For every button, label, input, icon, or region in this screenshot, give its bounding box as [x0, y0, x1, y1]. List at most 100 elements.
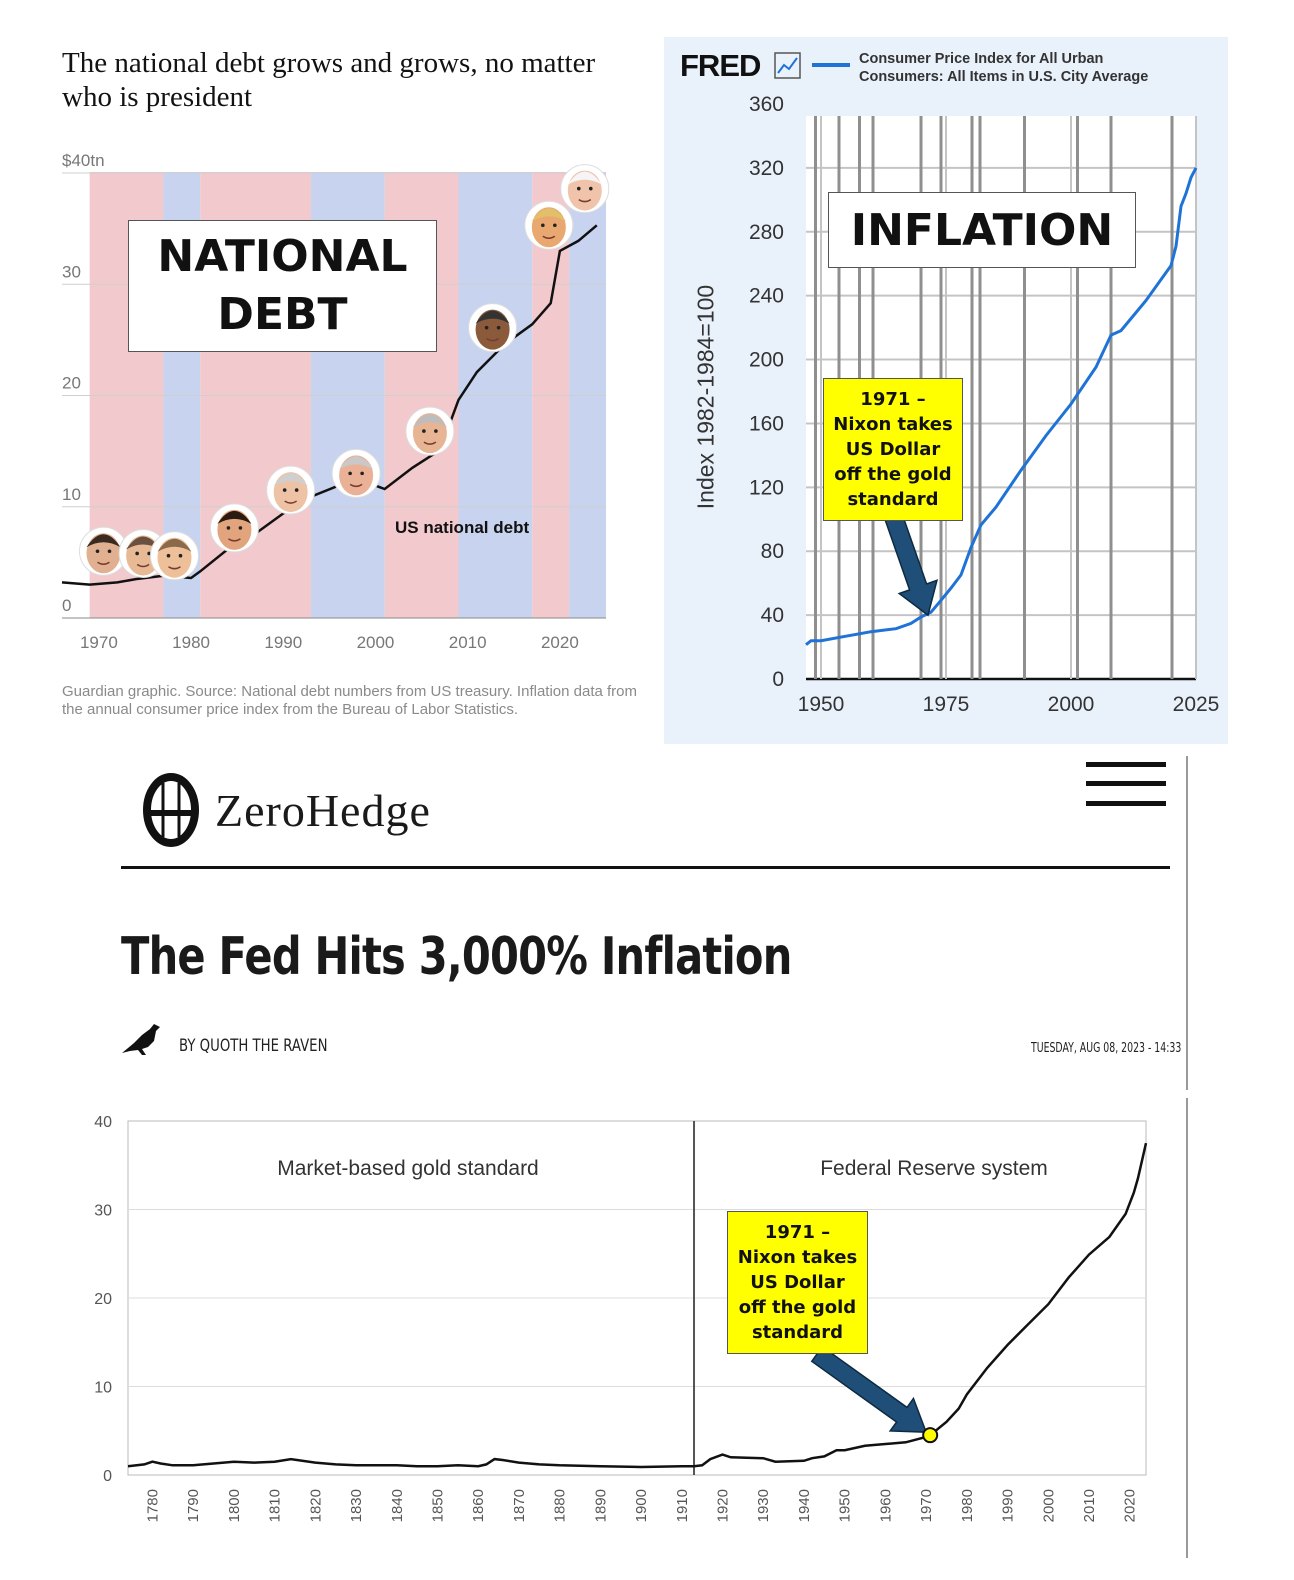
- fred-x-tick: 2025: [1173, 693, 1220, 716]
- twitter-icon: t: [1024, 875, 1032, 895]
- gold-y-tick: 30: [94, 1203, 112, 1220]
- brand-text: ZeroHedge: [215, 785, 431, 836]
- portrait-mouth: [578, 198, 592, 203]
- debt-y-tick: 0: [62, 596, 71, 615]
- debt-y-tick: 30: [62, 262, 81, 281]
- article-headline: The Fed Hits 3,000% Inflation: [121, 927, 792, 987]
- national-debt-callout: NATIONAL DEBT: [128, 220, 437, 352]
- gold-x-tick: 1830: [348, 1489, 365, 1522]
- portrait-mouth: [349, 483, 363, 488]
- share-facebook-button[interactable]: f: [980, 869, 1012, 901]
- gold-x-tick: 1900: [633, 1489, 650, 1522]
- gold-x-tick: 2020: [1122, 1489, 1139, 1522]
- share-twitter-button[interactable]: t: [1012, 869, 1044, 901]
- portrait-mouth: [486, 337, 500, 342]
- zerohedge-brand[interactable]: ZeroHedge: [215, 784, 431, 837]
- portrait-mouth: [97, 561, 110, 565]
- menu-icon[interactable]: [1086, 762, 1166, 767]
- portrait-mouth: [136, 563, 150, 568]
- portrait-eye: [166, 553, 171, 558]
- portrait-eye: [576, 186, 581, 191]
- zerohedge-logo-icon[interactable]: [141, 771, 203, 849]
- portrait-eye: [178, 553, 183, 558]
- fred-legend: Consumer Price Index for All Urban Consu…: [859, 51, 1149, 85]
- president-portrait-bush-jr: [405, 406, 455, 456]
- share-gab-button[interactable]: g: [1044, 869, 1076, 901]
- fred-y-tick: 120: [749, 476, 784, 499]
- inflation-callout-text: INFLATION: [850, 204, 1114, 256]
- gold-x-tick: 1850: [429, 1489, 446, 1522]
- fred-logo[interactable]: FRED: [680, 48, 761, 84]
- gold-x-tick: 1930: [755, 1489, 772, 1522]
- gold-y-tick: 10: [94, 1380, 112, 1397]
- raven-icon: [122, 1024, 160, 1055]
- annotation-line: standard: [751, 1322, 844, 1343]
- linkedin-icon: in: [1083, 875, 1101, 895]
- portrait-eye: [294, 488, 299, 492]
- portrait-hair: [86, 534, 121, 548]
- gold-x-tick: 1800: [226, 1489, 243, 1522]
- debt-x-tick: 1990: [264, 633, 302, 652]
- gold-nixon-annotation: 1971 – Nixon takes US Dollar off the gol…: [727, 1211, 868, 1354]
- gold-x-tick: 1960: [877, 1489, 894, 1522]
- gold-y-tick: 0: [103, 1468, 112, 1485]
- president-portrait-biden: [560, 164, 610, 214]
- print-button[interactable]: ⎙: [1140, 869, 1172, 901]
- annotation-line: US Dollar: [845, 439, 941, 460]
- gold-x-tick: 1810: [267, 1489, 284, 1522]
- menu-icon-bar: [1086, 781, 1166, 786]
- annotation-line: Nixon takes: [833, 414, 953, 435]
- portrait-hair: [126, 536, 161, 550]
- menu-icon-bar: [1086, 801, 1166, 806]
- gold-x-tick: 1890: [592, 1489, 609, 1522]
- debt-chart-source: Guardian graphic. Source: National debt …: [62, 683, 638, 718]
- portrait-eye: [282, 488, 287, 492]
- share-linkedin-button[interactable]: in: [1076, 869, 1108, 901]
- facebook-icon: f: [992, 875, 1000, 895]
- region-label-gold-standard: Market-based gold standard: [277, 1157, 539, 1180]
- gold-x-tick: 1780: [144, 1489, 161, 1522]
- annotation-line: Nixon takes: [737, 1247, 858, 1268]
- debt-x-tick: 1970: [80, 633, 118, 652]
- scrollbar-track[interactable]: [1186, 756, 1188, 1090]
- fred-legend-swatch: [812, 63, 850, 67]
- portrait-eye: [135, 551, 139, 556]
- nixon-1971-marker: [922, 1427, 939, 1444]
- scrollbar-track[interactable]: [1186, 1098, 1188, 1558]
- inflation-callout: INFLATION: [828, 192, 1136, 268]
- fred-nixon-arrow: [883, 511, 939, 617]
- portrait-mouth: [284, 500, 298, 504]
- fred-x-tick: 1950: [798, 693, 845, 716]
- fred-nixon-annotation: 1971 – Nixon takes US Dollar off the gol…: [823, 378, 963, 521]
- portrait-eye: [484, 325, 489, 330]
- fred-y-tick: 160: [749, 412, 784, 435]
- portrait-hair: [157, 538, 192, 552]
- president-portrait-nixon: [78, 526, 128, 576]
- fred-y-tick: 40: [761, 604, 784, 627]
- fred-x-tick: 1975: [923, 693, 970, 716]
- portrait-hair: [273, 473, 308, 487]
- fred-chart-icon: [774, 52, 801, 79]
- portrait-hair: [567, 171, 602, 185]
- cpi-series-line: [805, 167, 1198, 646]
- share-email-button[interactable]: ✉: [1108, 869, 1140, 901]
- fred-y-tick: 240: [749, 285, 784, 308]
- gold-x-tick: 1880: [552, 1489, 569, 1522]
- gold-nixon-arrow: [810, 1345, 928, 1433]
- gold-x-tick: 1950: [837, 1489, 854, 1522]
- article-byline[interactable]: BY QUOTH THE RAVEN: [179, 1036, 328, 1056]
- president-portrait-obama: [468, 303, 518, 353]
- portrait-eye: [95, 549, 100, 554]
- portrait-eye: [434, 429, 438, 433]
- callout-line: NATIONAL: [157, 231, 408, 282]
- portrait-eye: [360, 471, 364, 476]
- arrow-shape: [883, 511, 939, 617]
- gold-y-tick: 40: [94, 1114, 112, 1131]
- portrait-eye: [588, 186, 593, 191]
- portrait-mouth: [228, 538, 241, 542]
- portrait-eye: [422, 429, 426, 433]
- header-divider: [121, 866, 1170, 869]
- gold-x-tick: 1790: [185, 1489, 202, 1522]
- debt-series-label: US national debt: [395, 518, 529, 537]
